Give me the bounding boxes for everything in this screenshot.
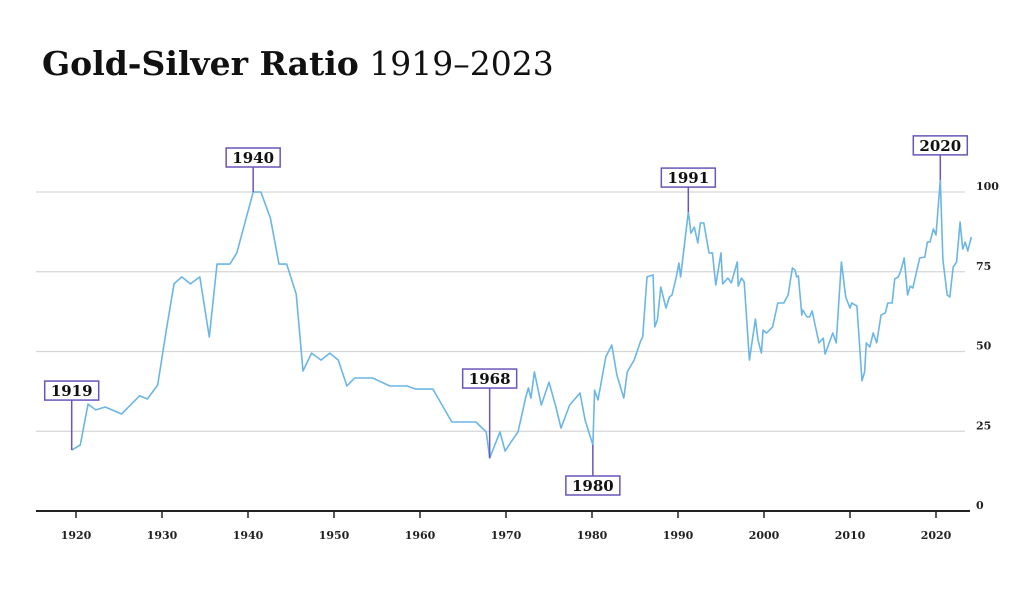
y-tick-label: 100 <box>976 180 999 193</box>
x-tick-label: 1990 <box>663 529 694 542</box>
x-tick-label: 1940 <box>233 529 264 542</box>
annotation-label: 1919 <box>51 382 93 400</box>
annotation-box-1980 <box>565 475 621 496</box>
y-tick-label: 50 <box>976 340 992 353</box>
x-tick-label: 2020 <box>921 529 952 542</box>
x-tick-label: 1950 <box>319 529 350 542</box>
x-tick-label: 1920 <box>61 529 92 542</box>
annotation-label: 1968 <box>469 370 511 388</box>
annotation-label: 1991 <box>667 169 709 187</box>
annotation-box-1991 <box>660 167 717 188</box>
annotation-box-1940 <box>225 147 281 168</box>
x-tick-label: 2000 <box>749 529 780 542</box>
x-tick-label: 1930 <box>147 529 178 542</box>
x-tick-label: 1960 <box>405 529 436 542</box>
annotation-label: 1940 <box>232 149 274 167</box>
y-tick-label: 25 <box>976 419 991 432</box>
y-tick-label: 0 <box>976 499 984 512</box>
y-tick-label: 75 <box>976 260 991 273</box>
ratio-series-line <box>71 179 973 459</box>
x-tick-label: 1970 <box>491 529 522 542</box>
annotation-box-1968 <box>461 368 518 389</box>
annotation-box-2020 <box>912 135 969 156</box>
annotation-label: 1980 <box>572 477 614 495</box>
title-main: Gold-Silver Ratio <box>42 44 359 83</box>
x-tick-label: 2010 <box>835 529 866 542</box>
title-years: 1919–2023 <box>369 44 554 83</box>
x-tick-label: 1980 <box>577 529 608 542</box>
chart-title: Gold-Silver Ratio 1919–2023 <box>42 44 554 83</box>
annotation-label: 2020 <box>919 137 961 155</box>
annotation-box-1919 <box>43 380 100 401</box>
